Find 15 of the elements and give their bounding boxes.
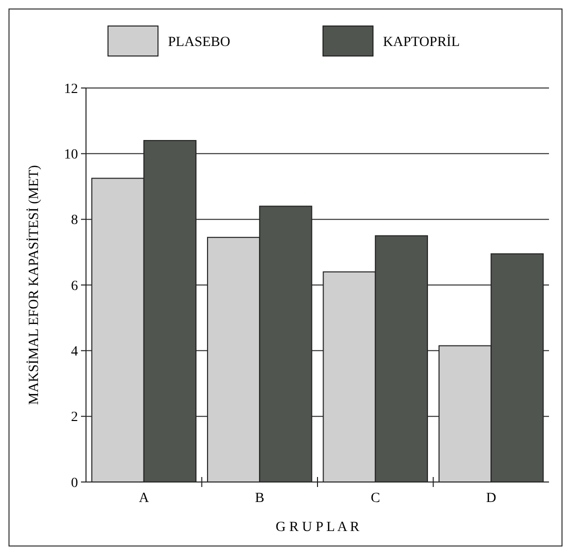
- x-tick-label: C: [370, 491, 380, 506]
- x-tick-label: A: [138, 491, 150, 506]
- x-axis-title: G R U P L A R: [276, 520, 360, 535]
- x-tick-label: D: [486, 491, 496, 506]
- legend-label: PLASEBO: [168, 34, 230, 50]
- y-tick-label: 0: [71, 476, 78, 491]
- y-tick-label: 12: [64, 82, 78, 97]
- x-tick-label: B: [254, 491, 264, 506]
- y-tick-label: 8: [71, 213, 78, 228]
- y-tick-label: 4: [71, 344, 78, 360]
- y-tick-label: 10: [64, 148, 78, 163]
- legend-label: KAPTOPRİL: [383, 34, 460, 50]
- y-axis-title: MAKSİMAL EFOR KAPASİTESİ (MET): [26, 164, 42, 405]
- y-tick-label: 2: [71, 410, 78, 426]
- y-tick-label: 6: [71, 278, 78, 294]
